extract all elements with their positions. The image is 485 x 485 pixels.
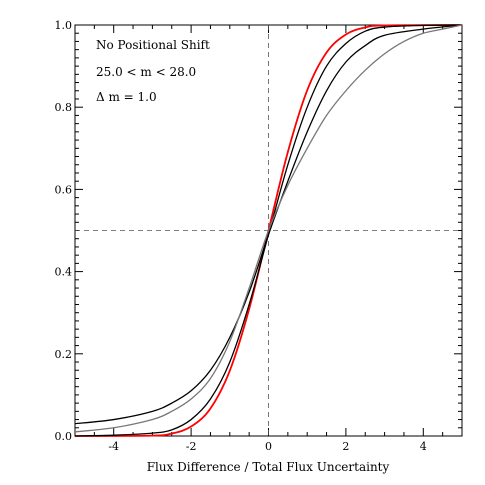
y-tick-label: 0.8 [55,101,73,114]
y-tick-label: 0.6 [55,183,73,196]
y-tick-label: 0.2 [55,348,73,361]
x-tick-label: 0 [265,440,272,453]
y-tick-label: 0.0 [55,430,73,443]
x-tick-label: -4 [108,440,119,453]
annotation-2: 25.0 < m < 28.0 [96,65,196,79]
annotation-3: Δ m = 1.0 [96,90,157,104]
series-line-3 [74,24,463,425]
x-tick-label: 4 [420,440,427,453]
series-line-4 [74,24,463,433]
annotation-1: No Positional Shift [96,38,210,52]
x-tick-label: -2 [186,440,197,453]
y-tick-label: 0.4 [55,266,73,279]
y-tick-label: 1.0 [55,19,73,32]
x-tick-label: 2 [342,440,349,453]
x-axis-label: Flux Difference / Total Flux Uncertainty [147,460,390,474]
